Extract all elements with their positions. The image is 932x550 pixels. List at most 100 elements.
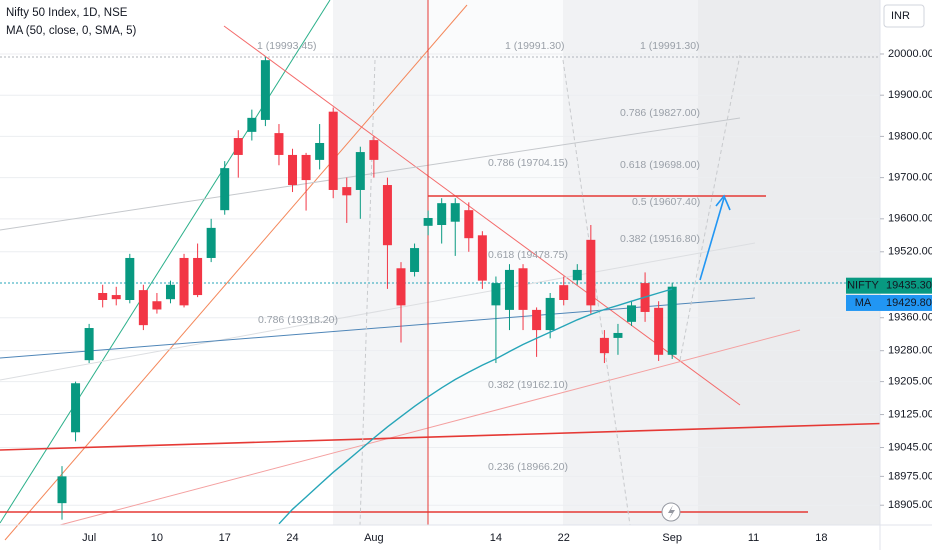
candle-body [382, 185, 392, 246]
currency-button[interactable] [883, 4, 925, 28]
fib-label: 1 (19993.45) [257, 40, 317, 52]
x-tick-label: Jul [82, 532, 96, 544]
candle-body [410, 248, 420, 272]
candle-body [586, 239, 596, 306]
x-tick-label: 17 [219, 532, 231, 544]
indicator-legend: MA (50, close, 0, SMA, 5) [6, 25, 137, 37]
candle-body [71, 383, 81, 433]
price-tag [880, 294, 932, 311]
candle-body [328, 111, 338, 190]
candle-body [125, 257, 135, 300]
candle-body [342, 187, 352, 196]
fib-label: 0.618 (19478.75) [488, 249, 568, 261]
price-tag-name: MA [855, 297, 872, 309]
candle-body [288, 154, 298, 186]
fib-label: 0.382 (19516.80) [620, 233, 700, 245]
candle-body [464, 210, 474, 239]
support-line [0, 421, 932, 451]
y-tick-label: 18905.00 [888, 499, 932, 511]
fib-label: 0.786 (19827.00) [620, 107, 700, 119]
shaded-region [698, 0, 880, 525]
x-tick-label: 14 [490, 532, 502, 544]
candle-body [654, 307, 664, 355]
candle-body [545, 297, 555, 331]
candle-body [559, 285, 569, 300]
candle-body [84, 328, 94, 361]
y-tick-label: 19280.00 [888, 345, 932, 357]
candle-body [274, 133, 284, 155]
fib-label: 1 (19991.30) [640, 40, 700, 52]
candle-body [152, 301, 162, 310]
candle-body [111, 295, 121, 300]
candle-body [247, 117, 257, 132]
trend-line [223, 25, 741, 406]
trend-line [4, 4, 468, 541]
y-tick-label: 19205.00 [888, 375, 932, 387]
candle-body [260, 60, 270, 120]
trend-line [0, 0, 331, 524]
candle-body [613, 332, 623, 338]
y-tick-label: 19700.00 [888, 172, 932, 184]
shaded-region [563, 0, 698, 525]
candle-body [518, 268, 528, 310]
price-tag-name-bg [846, 277, 880, 294]
candle-body [138, 290, 148, 326]
fib-label: 0.618 (19698.00) [620, 159, 700, 171]
candle-body [437, 203, 447, 225]
x-tick-label: 18 [815, 532, 827, 544]
y-tick-label: 19360.00 [888, 312, 932, 324]
x-tick-label: Sep [662, 532, 682, 544]
candle-body [504, 269, 514, 310]
candle-body [491, 283, 501, 306]
candle-body [396, 268, 406, 306]
price-axis [880, 0, 932, 550]
price-tag-label: 19429.80 [886, 297, 932, 309]
x-tick-label: 10 [151, 532, 163, 544]
arrow-head [715, 194, 731, 211]
price-tag-name: NIFTY [847, 280, 879, 292]
candle-body [369, 140, 379, 160]
x-tick-label: 22 [558, 532, 570, 544]
fib-label: 0.236 (18966.20) [488, 461, 568, 473]
candle-body [193, 257, 203, 296]
x-tick-label: 11 [748, 532, 759, 544]
fib-label: 0.786 (19704.15) [488, 157, 568, 169]
fib-label: 1 (19991.30) [505, 40, 565, 52]
candle-body [179, 257, 189, 306]
candle-body [477, 235, 487, 281]
y-tick-label: 18975.00 [888, 470, 932, 482]
candle-body [57, 476, 67, 504]
y-tick-label: 19520.00 [888, 246, 932, 258]
chart-title: Nifty 50 Index, 1D, NSE [6, 7, 128, 19]
candle-body [98, 292, 108, 300]
candle-body [220, 168, 230, 211]
candle-body [599, 337, 609, 354]
candle-body [355, 152, 365, 190]
fib-label: 0.786 (19318.20) [258, 314, 338, 326]
ma-line [278, 288, 673, 525]
event-icon [668, 505, 675, 519]
trend-line [59, 329, 801, 526]
candle-body [532, 309, 542, 331]
projection [679, 54, 741, 361]
grid [0, 53, 880, 506]
candle-body [667, 286, 677, 355]
background [0, 0, 333, 525]
candle-body [301, 154, 311, 181]
price-tag-label: 19435.30 [886, 280, 932, 292]
candle-body [233, 138, 243, 155]
candle-body [423, 217, 433, 226]
y-tick-label: 19125.00 [888, 408, 932, 420]
y-tick-label: 19900.00 [888, 89, 932, 101]
fib-labels: 1 (19993.45) 1 (19991.30) 1 (19991.30) 0.78… [257, 40, 700, 473]
x-tick-label: Aug [364, 532, 384, 544]
axes: 20000.00 19900.00 19800.00 19700.00 19600.00… [82, 48, 932, 544]
candle-body [206, 227, 216, 258]
currency[interactable]: INR [891, 10, 910, 22]
projection [562, 59, 631, 526]
price-tag [880, 277, 932, 294]
arrow [699, 197, 725, 281]
y-tick-label: 19800.00 [888, 130, 932, 142]
